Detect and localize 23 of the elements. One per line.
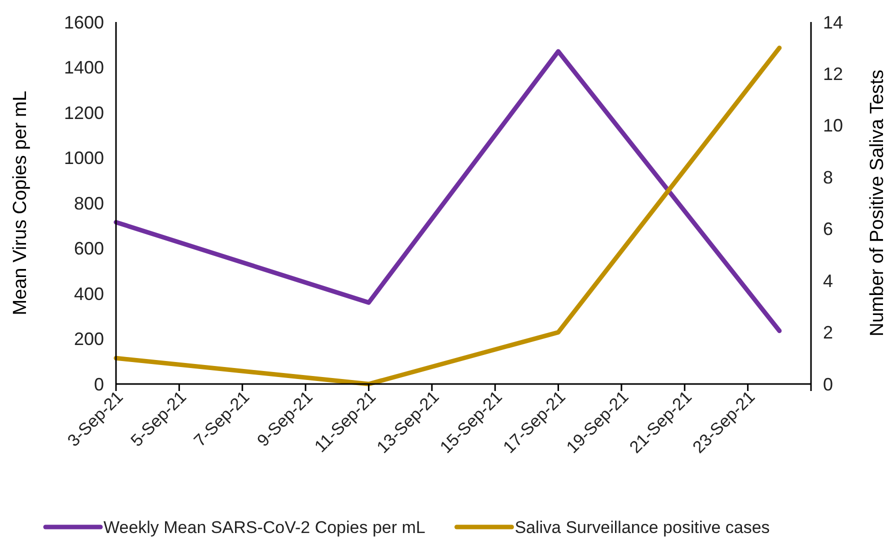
y2-tick-label: 14 bbox=[823, 12, 844, 32]
y2-tick-label: 4 bbox=[823, 270, 834, 291]
y-tick-label: 1000 bbox=[64, 148, 104, 168]
y2-axis-title: Number of Positive Saliva Tests bbox=[867, 70, 888, 336]
y2-tick-label: 6 bbox=[823, 219, 834, 240]
y2-tick-label: 0 bbox=[823, 374, 834, 394]
y2-tick-label: 8 bbox=[823, 167, 834, 188]
y-tick-label: 400 bbox=[74, 284, 104, 304]
y-axis-title: Mean Virus Copies per mL bbox=[10, 90, 31, 316]
line-series bbox=[114, 49, 782, 334]
y-tick-label: 800 bbox=[74, 193, 104, 214]
y-tick-label: 1400 bbox=[64, 58, 104, 78]
line-series bbox=[114, 46, 782, 386]
y2-tick-label: 2 bbox=[823, 322, 834, 343]
y-tick-label: 0 bbox=[94, 374, 104, 394]
y-tick-label: 600 bbox=[74, 238, 104, 259]
legend-label: Saliva Surveillance positive cases bbox=[514, 518, 770, 537]
y2-tick-label: 10 bbox=[823, 116, 844, 136]
y2-tick-label: 12 bbox=[823, 64, 844, 84]
y-tick-label: 200 bbox=[74, 329, 104, 350]
y-tick-label: 1200 bbox=[64, 102, 104, 123]
legend-label: Weekly Mean SARS-CoV-2 Copies per mL bbox=[104, 518, 426, 537]
y-tick-label: 1600 bbox=[64, 12, 104, 32]
